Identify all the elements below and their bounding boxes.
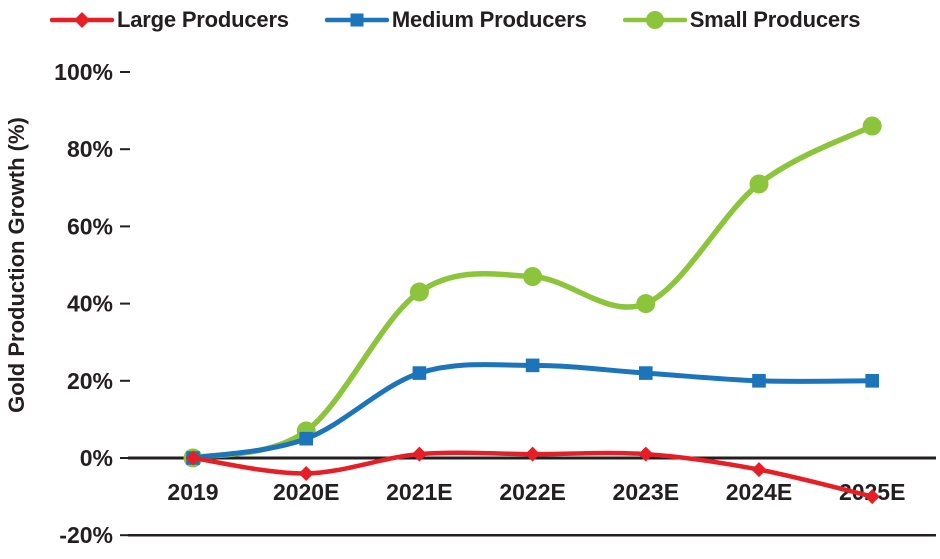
series-line-medium-producers (190, 362, 875, 461)
diamond-marker (411, 446, 427, 462)
circle-marker (636, 294, 656, 314)
circle-marker (409, 282, 429, 302)
square-marker (752, 374, 766, 388)
series-line-small-producers (190, 123, 875, 461)
y-axis-title: Gold Production Growth (%) (4, 117, 29, 413)
x-tick-label: 2022E (499, 479, 566, 505)
y-tick-label: 20% (67, 368, 113, 394)
diamond-marker (298, 465, 314, 481)
x-tick-label: 2023E (613, 479, 680, 505)
legend-item-large-producers: Large Producers (50, 7, 289, 33)
x-tick-label: 2020E (273, 479, 340, 505)
circle-marker (862, 116, 882, 136)
x-tick-label: 2021E (386, 479, 453, 505)
legend-label-large-producers: Large Producers (117, 7, 289, 32)
series-small-producers (183, 116, 882, 468)
circle-marker (523, 267, 543, 287)
red-line-diamond-marker-icon (50, 12, 114, 28)
y-tick-label: -20% (59, 522, 113, 548)
diamond-marker (638, 446, 654, 462)
square-marker (299, 431, 313, 446)
x-tick-label: 2024E (726, 479, 793, 505)
circle-marker (645, 11, 664, 29)
diamond-marker (864, 489, 880, 505)
square-marker (639, 366, 653, 380)
y-tick-label: 80% (67, 136, 113, 162)
series-medium-producers (186, 358, 879, 465)
diamond-marker (74, 12, 90, 28)
legend-item-medium-producers: Medium Producers (324, 7, 587, 33)
y-tick-label: 100% (54, 59, 113, 85)
square-marker (350, 13, 364, 27)
x-tick-label: 2019 (167, 479, 218, 505)
legend-label-small-producers: Small Producers (689, 7, 861, 32)
diamond-marker (525, 446, 541, 462)
square-marker (525, 358, 540, 373)
y-tick-label: 0% (80, 445, 113, 471)
y-tick-label: 60% (67, 213, 113, 239)
series-large-producers (185, 446, 880, 505)
circle-marker (749, 174, 769, 194)
square-marker (865, 374, 879, 388)
green-line-circle-marker-icon (622, 11, 687, 29)
diamond-marker (185, 450, 201, 466)
legend-label-medium-producers: Medium Producers (391, 7, 587, 32)
chart-legend: Large Producers Medium Producers Small P… (50, 2, 861, 38)
square-marker (412, 366, 427, 380)
y-tick-label: 40% (67, 291, 113, 317)
blue-line-square-marker-icon (324, 13, 389, 27)
legend-item-small-producers: Small Producers (622, 7, 861, 33)
chart-svg: 100% 80% 60% 40% 20% 0% -20% 2019 2020E 2021E 2022… (4, 59, 936, 548)
diamond-marker (751, 462, 767, 478)
